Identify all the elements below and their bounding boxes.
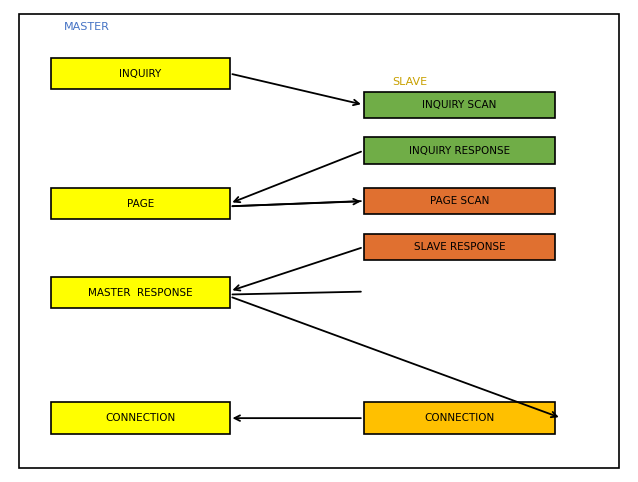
Text: PAGE SCAN: PAGE SCAN	[429, 196, 489, 206]
Text: SLAVE RESPONSE: SLAVE RESPONSE	[413, 242, 505, 252]
FancyBboxPatch shape	[364, 234, 555, 260]
Text: INQUIRY SCAN: INQUIRY SCAN	[422, 100, 496, 110]
Text: CONNECTION: CONNECTION	[424, 413, 494, 423]
FancyBboxPatch shape	[51, 402, 230, 434]
FancyBboxPatch shape	[51, 188, 230, 219]
Text: CONNECTION: CONNECTION	[105, 413, 175, 423]
FancyBboxPatch shape	[51, 58, 230, 89]
FancyBboxPatch shape	[364, 188, 555, 214]
FancyBboxPatch shape	[364, 92, 555, 118]
FancyBboxPatch shape	[364, 402, 555, 434]
Text: INQUIRY RESPONSE: INQUIRY RESPONSE	[409, 146, 510, 156]
Text: MASTER  RESPONSE: MASTER RESPONSE	[88, 288, 193, 298]
FancyBboxPatch shape	[364, 137, 555, 164]
Text: INQUIRY: INQUIRY	[119, 68, 161, 79]
Text: SLAVE: SLAVE	[392, 77, 427, 87]
Text: PAGE: PAGE	[127, 199, 154, 209]
Text: MASTER: MASTER	[64, 22, 110, 32]
FancyBboxPatch shape	[51, 277, 230, 308]
